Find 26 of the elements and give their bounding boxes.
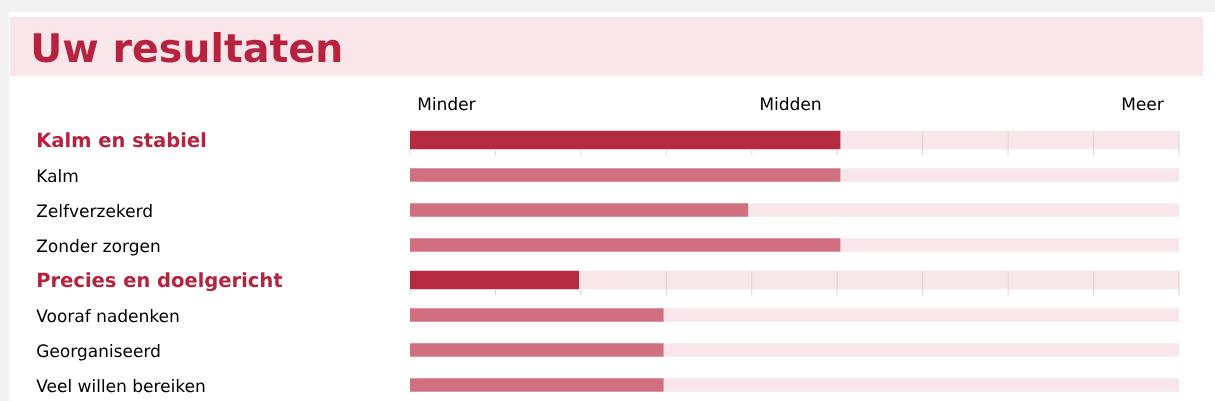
bar [410,168,841,182]
bar [840,238,1179,252]
y-tick-label: Georganiseerd [37,344,160,361]
y-tick-label: Kalm [37,169,78,183]
bar [748,203,1179,217]
bar [840,168,1179,182]
y-tick-label: Zelfverzekerd [36,204,152,218]
y-tick-label: Zonder zorgen [36,239,160,256]
text: Minder [418,97,476,111]
bar [663,343,1179,357]
bar [410,308,664,322]
bar [410,130,841,150]
y-tick-label: Vooraf nadenken [36,309,179,323]
bar [410,238,841,252]
text: Meer [1122,97,1164,111]
bar [410,343,664,357]
chart-title: Uw resultaten [33,31,341,63]
bar [663,378,1179,392]
text: Midden [761,97,821,111]
bar [663,308,1179,322]
y-tick-label: Kalm en stabiel [38,132,206,148]
y-tick-label: Veel willen bereiken [36,379,205,393]
bar [410,203,749,217]
bar [410,378,664,392]
y-tick-label: Precies en doelgericht [38,272,283,292]
bar [410,270,580,290]
